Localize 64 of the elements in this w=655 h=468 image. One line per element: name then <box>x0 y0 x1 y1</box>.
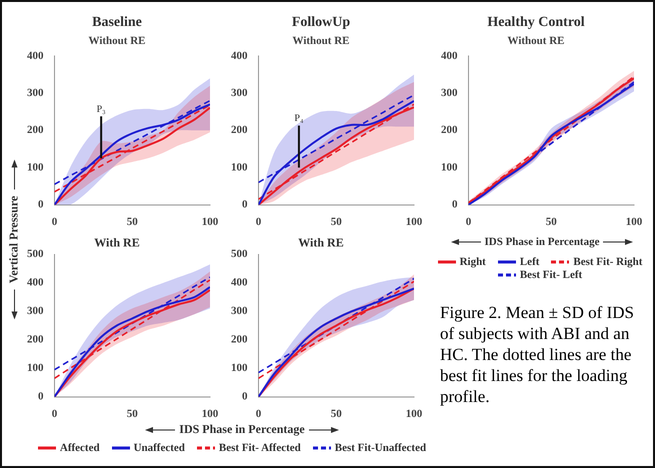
x-tick-label: 100 <box>406 216 423 228</box>
chart-title: With RE <box>94 235 140 250</box>
x-tick-label: 0 <box>256 408 262 420</box>
x-tick-label: 100 <box>406 408 423 420</box>
y-tick-label: 100 <box>441 161 458 174</box>
y-tick-label: 200 <box>441 124 458 136</box>
x-axis-title: IDS Phase in Percentage <box>179 422 305 437</box>
chart-title: Healthy Control <box>487 15 585 30</box>
annotation: P₄ <box>294 113 304 124</box>
x-tick-label: 0 <box>466 216 472 228</box>
legend-label: Affected <box>60 442 100 454</box>
chart-subtitle: Without RE <box>88 35 146 48</box>
x-axis-title: IDS Phase in Percentage <box>484 236 600 248</box>
y-tick-label: 0 <box>242 390 248 403</box>
y-tick-label: 0 <box>242 198 248 211</box>
y-tick-label: 300 <box>231 87 248 100</box>
x-tick-label: 0 <box>256 216 262 228</box>
y-tick-label: 400 <box>231 50 248 62</box>
y-tick-label: 400 <box>27 50 44 62</box>
chart-subtitle: Without RE <box>508 35 564 48</box>
x-tick-label: 50 <box>330 216 342 228</box>
x-tick-label: 0 <box>52 408 58 420</box>
legend-label: Best Fit-Unaffected <box>334 442 426 454</box>
y-tick-label: 400 <box>441 50 458 62</box>
y-tick-label: 100 <box>231 161 248 174</box>
x-tick-label: 0 <box>52 216 58 228</box>
legend-label: Best Fit- Affected <box>218 442 301 454</box>
y-tick-label: 300 <box>27 87 44 100</box>
annotation: P₃ <box>96 104 106 115</box>
y-tick-label: 0 <box>452 198 458 211</box>
chart-title: Baseline <box>92 15 142 30</box>
y-tick-label: 100 <box>27 161 44 174</box>
y-tick-label: 200 <box>27 124 44 136</box>
y-tick-label: 100 <box>27 362 44 374</box>
y-tick-label: 0 <box>38 390 44 403</box>
x-tick-label: 50 <box>546 216 558 228</box>
y-tick-label: 100 <box>231 362 248 374</box>
x-tick-label: 50 <box>330 408 342 420</box>
x-tick-label: 100 <box>626 216 643 228</box>
chart-title: With RE <box>298 235 344 250</box>
y-tick-label: 300 <box>441 87 458 100</box>
y-tick-label: 500 <box>231 248 248 260</box>
x-tick-label: 50 <box>126 408 138 420</box>
x-tick-label: 100 <box>202 408 219 420</box>
y-tick-label: 400 <box>231 276 248 289</box>
y-axis-title: Vertical Pressure <box>6 196 22 284</box>
y-tick-label: 200 <box>231 124 248 136</box>
y-tick-label: 300 <box>27 305 44 318</box>
chart-title: FollowUp <box>292 15 350 30</box>
legend-label: Best Fit- Right <box>573 256 642 268</box>
y-tick-label: 400 <box>27 276 44 289</box>
x-tick-label: 100 <box>202 216 219 228</box>
x-tick-label: 50 <box>126 216 138 228</box>
legend-label: Left <box>520 256 540 268</box>
legend-label: Unaffected <box>134 442 185 454</box>
caption: Figure 2. Mean ± SD of IDS of subjects with ABI and an HC. The dotted lines are the best fit lines for the loading profile. <box>440 302 635 407</box>
y-tick-label: 300 <box>231 305 248 318</box>
y-tick-label: 500 <box>27 248 44 260</box>
legend-label: Best Fit- Left <box>520 269 582 281</box>
legend-label: Right <box>460 256 486 268</box>
y-tick-label: 200 <box>231 334 248 346</box>
y-tick-label: 0 <box>38 198 44 211</box>
chart-subtitle: Without RE <box>292 35 350 48</box>
y-tick-label: 200 <box>27 334 44 346</box>
